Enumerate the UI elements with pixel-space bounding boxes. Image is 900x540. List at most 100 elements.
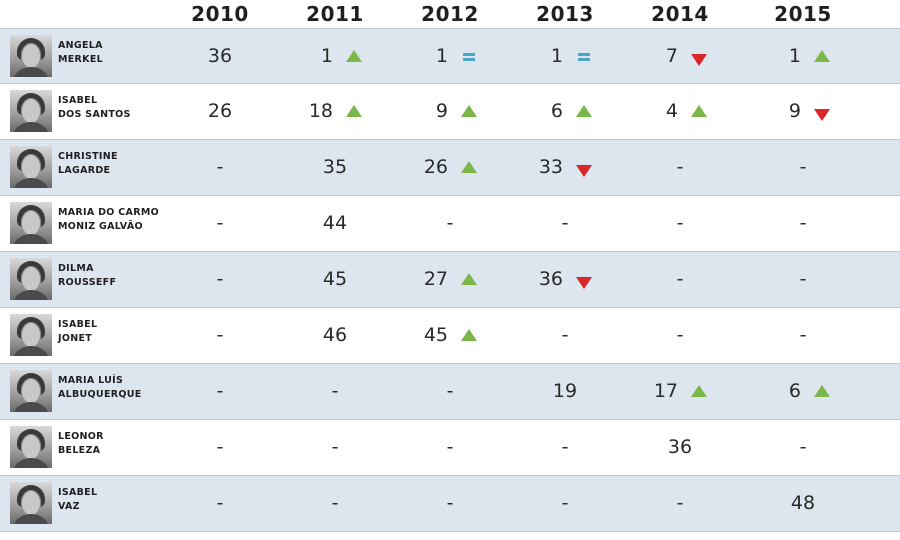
rank-down-triangle-icon [814,109,830,121]
rank-value: 1 [550,45,563,67]
rank-value: - [216,324,224,346]
rank-value: 1 [320,45,333,67]
year-header: 2010 2011 2012 2013 2014 2015 [0,0,900,28]
rank-value: 35 [322,156,348,178]
column-header-year: 2013 [536,2,594,26]
rank-up-triangle-icon [346,50,362,62]
person-name-line1: ISABEL [58,487,98,498]
rank-value: - [676,324,684,346]
portrait-photo [10,146,52,188]
person-name-line1: ANGELA [58,40,103,51]
column-header-year: 2015 [774,2,832,26]
person-name-line1: MARIA LUÍS [58,375,124,386]
rank-value: - [331,380,339,402]
rank-up-triangle-icon [691,385,707,397]
rank-up-triangle-icon [814,50,830,62]
column-header-year: 2014 [651,2,709,26]
table-row: DILMA ROUSSEFF - 45 27 36 - - [0,252,900,308]
rank-value: - [561,324,569,346]
rank-value: 36 [538,268,563,290]
rank-value: - [799,268,807,290]
rank-value: - [216,492,224,514]
table-row: ANGELA MERKEL 36 1 1 1 7 1 [0,28,900,84]
portrait-photo [10,90,52,132]
portrait-photo [10,35,52,77]
rank-value: - [561,436,569,458]
rank-up-triangle-icon [461,273,477,285]
rank-value: 7 [665,45,678,67]
rank-equal-icon [463,53,475,61]
rank-value: 26 [423,156,448,178]
rank-value: 9 [435,100,448,122]
portrait-photo [10,426,52,468]
rank-value: - [216,436,224,458]
rank-value: - [216,380,224,402]
rank-up-triangle-icon [814,385,830,397]
column-header-year: 2010 [191,2,249,26]
person-name-line2: DOS SANTOS [58,109,131,120]
portrait-photo [10,482,52,524]
person-name-line2: MERKEL [58,54,103,65]
rank-up-triangle-icon [461,161,477,173]
rank-value: - [799,156,807,178]
person-name-line2: BELEZA [58,445,101,456]
portrait-photo [10,258,52,300]
rank-value: - [331,436,339,458]
rank-value: - [331,492,339,514]
rank-value: - [676,212,684,234]
rank-value: - [216,156,224,178]
rank-value: 27 [423,268,448,290]
rank-value: 1 [435,45,448,67]
rank-down-triangle-icon [576,165,592,177]
rank-value: - [446,492,454,514]
table-row: LEONOR BELEZA - - - - 36 - [0,420,900,476]
rank-value: - [676,492,684,514]
rank-value: - [216,212,224,234]
rank-value: 18 [308,100,333,122]
rank-value: 36 [667,436,693,458]
rank-value: 26 [207,100,233,122]
rank-value: 45 [423,324,448,346]
person-name: CHRISTINE LAGARDE [58,150,178,178]
portrait-photo [10,370,52,412]
rank-value: 46 [322,324,348,346]
person-name: ISABEL JONET [58,318,178,346]
person-name: MARIA LUÍS ALBUQUERQUE [58,374,178,402]
rank-value: - [799,324,807,346]
rank-value: - [561,492,569,514]
table-row: ISABEL DOS SANTOS 26 18 9 6 4 9 [0,84,900,140]
table-row: MARIA LUÍS ALBUQUERQUE - - - 19 17 6 [0,364,900,420]
person-name-line2: JONET [58,333,93,344]
person-name-line1: ISABEL [58,319,98,330]
rank-up-triangle-icon [461,105,477,117]
rank-value: - [446,436,454,458]
column-header-year: 2012 [421,2,479,26]
person-name: DILMA ROUSSEFF [58,262,178,290]
rank-value: - [799,212,807,234]
rank-value: 17 [653,380,678,402]
person-name-line2: LAGARDE [58,165,111,176]
person-name: ISABEL DOS SANTOS [58,94,178,122]
table-row: MARIA DO CARMO MONIZ GALVÃO - 44 - - - - [0,196,900,252]
rank-value: - [216,268,224,290]
rank-value: 45 [322,268,348,290]
rank-value: 48 [790,492,816,514]
rank-value: - [561,212,569,234]
table-row: ISABEL JONET - 46 45 - - - [0,308,900,364]
rank-up-triangle-icon [346,105,362,117]
rank-value: - [676,156,684,178]
rank-value: 33 [538,156,563,178]
rank-value: - [799,436,807,458]
person-name-line1: LEONOR [58,431,104,442]
person-name-line2: ROUSSEFF [58,277,117,288]
person-name-line1: ISABEL [58,95,98,106]
table-row: ISABEL VAZ - - - - - 48 [0,476,900,532]
person-name: MARIA DO CARMO MONIZ GALVÃO [58,206,178,234]
rank-value: 4 [665,100,678,122]
rank-up-triangle-icon [576,105,592,117]
table-row: CHRISTINE LAGARDE - 35 26 33 - - [0,140,900,196]
person-name-line2: VAZ [58,501,80,512]
person-name-line1: DILMA [58,263,94,274]
rank-value: 44 [322,212,348,234]
rank-value: 6 [550,100,563,122]
